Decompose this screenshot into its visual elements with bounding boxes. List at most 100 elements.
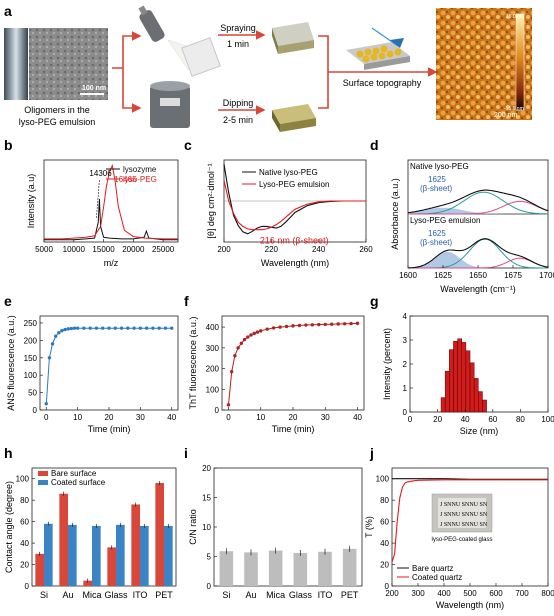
histogram-bar <box>482 399 487 413</box>
category-label: Au <box>245 590 256 600</box>
category-label: Glass <box>104 590 128 600</box>
peak-marker <box>96 179 100 219</box>
bar-Bare surface <box>35 553 44 586</box>
legend-label: Bare quartz <box>412 564 453 573</box>
x-tick-label: 800 <box>541 589 554 598</box>
x-tick-label: 10000 <box>63 245 86 254</box>
data-point <box>226 403 231 407</box>
bar <box>244 552 258 586</box>
x-tick-label: 200 <box>217 245 231 254</box>
x-tick-label: 0 <box>408 415 413 424</box>
dip-time: 2-5 min <box>223 115 253 125</box>
category-label: Si <box>222 590 230 600</box>
y-tick-label: 15 <box>202 494 211 503</box>
x-tick-label: 400 <box>437 589 451 598</box>
x-axis-label: Time (min) <box>272 424 315 434</box>
x-tick-label: 10 <box>73 413 82 422</box>
afm-colorbar-top: 15.0 nm <box>506 14 524 20</box>
legend-label: lyso-PEG <box>123 175 157 184</box>
y-tick-label: 400 <box>206 323 220 332</box>
panel-label-c: c <box>184 137 192 153</box>
data-point <box>246 335 250 339</box>
data-point <box>57 331 61 335</box>
x-tick-label: 100 <box>541 415 554 424</box>
y-axis-label: Absorbance (a.u.) <box>390 178 400 250</box>
legend-swatch <box>38 471 48 476</box>
panel-label-a: a <box>4 3 12 19</box>
y-tick-label: 80 <box>20 496 29 505</box>
tem-image <box>29 28 108 100</box>
x-tick-label: 25000 <box>152 245 175 254</box>
panel-label-j: j <box>369 445 374 461</box>
afm-colorbar-bottom: -15.0 nm <box>504 106 524 112</box>
y-tick-label: 80 <box>380 496 389 505</box>
bar-Bare surface <box>131 504 140 586</box>
y-tick-label: 300 <box>206 344 220 353</box>
data-point <box>252 331 256 336</box>
category-label: ITO <box>318 590 333 600</box>
component-curve <box>408 200 549 215</box>
bar-Bare surface <box>107 547 116 586</box>
data-point <box>323 322 327 327</box>
y-tick-label: 10 <box>202 523 211 532</box>
histogram-bar <box>465 350 471 413</box>
data-point <box>271 326 276 330</box>
category-label: Au <box>62 590 73 600</box>
dip-label: Dipping <box>223 98 254 108</box>
x-tick-label: 80 <box>516 415 525 424</box>
tem-caption-line2: lyso-PEG emulsion <box>19 117 96 127</box>
bar-Bare surface <box>155 483 164 586</box>
category-label: ITO <box>133 590 148 600</box>
bar <box>293 552 308 586</box>
chart-g: 0 20 40 60 80 100 0 1 2 3 4 Size (nm) Intensity (per… <box>382 312 554 436</box>
data-point <box>233 354 237 358</box>
arrow-to-spray <box>112 31 142 69</box>
data-point <box>297 323 302 328</box>
histogram-bar <box>469 362 475 413</box>
data-point <box>242 337 247 342</box>
inset-text: J SNNU SNNU SN <box>440 512 488 518</box>
x-tick-label: 260 <box>359 245 373 254</box>
chart-c: 200 220 240 260 Wavelength (nm) [θ] deg cm²·d… <box>206 159 373 268</box>
data-point <box>278 325 282 329</box>
legend-label: Native lyso-PEG <box>259 168 318 177</box>
y-tick-label: 200 <box>24 336 38 345</box>
inset-glass <box>438 498 486 528</box>
component-curve <box>408 191 548 215</box>
data-point <box>304 323 308 327</box>
legend-label: Bare surface <box>51 469 97 478</box>
histogram-bar <box>461 342 467 413</box>
x-tick-label: 60 <box>488 415 497 424</box>
data-point <box>101 326 105 330</box>
data-point <box>94 326 99 330</box>
inset-text: J SNNU SNNU SN <box>440 522 488 528</box>
y-tick-label: 100 <box>206 385 220 394</box>
y-axis-label: Intensity (a.u) <box>26 174 36 229</box>
data-point <box>53 334 58 338</box>
data-point <box>60 328 64 333</box>
peak-annotation: 1625 <box>428 229 446 238</box>
data-point <box>265 327 269 331</box>
y-axis-label: Intensity (percent) <box>382 328 392 400</box>
subplot-title: Lyso-PEG emulsion <box>410 216 480 225</box>
x-tick-label: 1625 <box>434 271 452 280</box>
data-point <box>317 322 321 327</box>
x-tick-label: 40 <box>461 415 470 424</box>
data-point <box>330 322 334 326</box>
dip-coated-substrate-icon <box>272 104 316 132</box>
peak-annotation-type: (β-sheet) <box>420 238 453 247</box>
data-point <box>342 322 347 326</box>
data-point <box>44 402 48 406</box>
x-tick-label: 300 <box>411 589 425 598</box>
y-tick-label: 50 <box>28 389 37 398</box>
y-tick-label: 4 <box>403 312 408 321</box>
bar <box>342 548 357 586</box>
panel-label-d: d <box>370 137 379 153</box>
y-tick-label: 100 <box>24 371 38 380</box>
beta-sheet-fill <box>408 251 548 268</box>
bar-Coated surface <box>68 524 77 586</box>
data-point <box>336 322 340 326</box>
bar-Bare surface <box>83 580 92 586</box>
spray-coated-substrate-icon <box>272 22 314 54</box>
data-point <box>50 342 55 346</box>
